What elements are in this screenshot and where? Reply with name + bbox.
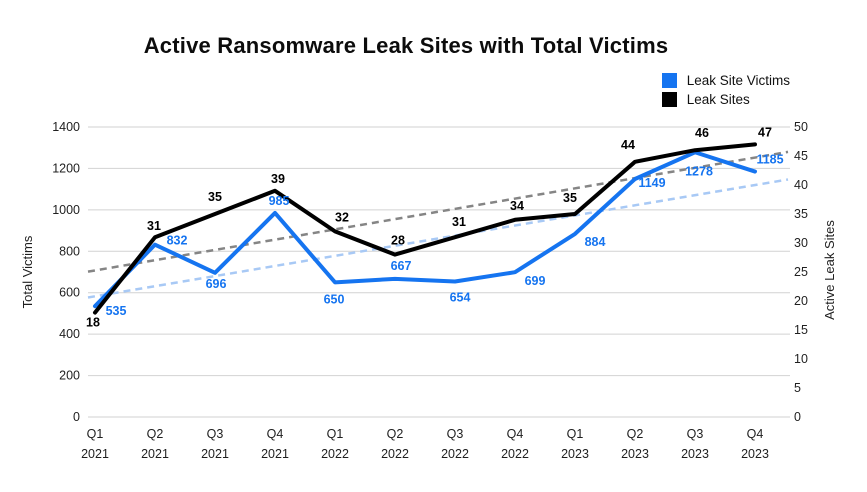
data-label-leak-site-victims: 985: [269, 194, 290, 208]
y-axis-left-tick-label: 1200: [52, 161, 80, 175]
y-axis-left-tick-label: 600: [59, 286, 80, 300]
y-axis-left-tick-label: 1400: [52, 120, 80, 134]
x-axis-tick-label-year: 2022: [321, 447, 349, 461]
x-axis-tick-label-year: 2022: [381, 447, 409, 461]
series-line-leak-sites: [93, 142, 757, 315]
data-label-leak-site-victims: 667: [391, 259, 412, 273]
y-axis-right-tick-label: 20: [794, 294, 808, 308]
y-axis-right-tick-label: 10: [794, 352, 808, 366]
data-label-leak-sites: 44: [621, 138, 635, 152]
x-axis-tick-label-quarter: Q3: [687, 427, 704, 441]
x-axis-tick-label-year: 2023: [681, 447, 709, 461]
y-axis-right-tick-label: 50: [794, 120, 808, 134]
x-axis-tick-label-quarter: Q3: [207, 427, 224, 441]
data-label-leak-sites: 18: [86, 316, 100, 330]
y-axis-left-tick-label: 800: [59, 244, 80, 258]
x-axis-tick-label-year: 2021: [261, 447, 289, 461]
data-label-leak-sites: 31: [452, 215, 466, 229]
x-axis-tick-label-quarter: Q1: [567, 427, 584, 441]
data-label-leak-site-victims: 654: [450, 291, 471, 305]
x-axis-tick-label-year: 2022: [501, 447, 529, 461]
x-axis-tick-label-year: 2023: [621, 447, 649, 461]
data-label-leak-sites: 31: [147, 219, 161, 233]
y-axis-right-tick-label: 0: [794, 410, 801, 424]
x-axis-tick-label-quarter: Q4: [747, 427, 764, 441]
data-label-leak-sites: 39: [271, 172, 285, 186]
x-axis-tick-label-year: 2022: [441, 447, 469, 461]
x-axis-tick-label-quarter: Q2: [387, 427, 404, 441]
data-label-leak-site-victims: 650: [324, 292, 345, 306]
x-axis-tick-label-quarter: Q1: [87, 427, 104, 441]
y-axis-left-tick-label: 0: [73, 410, 80, 424]
y-axis-left-tick-label: 200: [59, 369, 80, 383]
data-label-leak-sites: 35: [208, 190, 222, 204]
y-axis-right-tick-label: 5: [794, 381, 801, 395]
y-axis-right-tick-label: 30: [794, 236, 808, 250]
trendline-leak-site-victims: [87, 178, 789, 299]
legend-swatch-victims: [661, 73, 677, 88]
y-axis-right-tick-label: 35: [794, 207, 808, 221]
legend-item-sites: Leak Sites: [661, 92, 790, 107]
x-axis-tick-label-quarter: Q4: [507, 427, 524, 441]
data-label-leak-site-victims: 699: [525, 274, 546, 288]
x-axis-tick-label-year: 2021: [201, 447, 229, 461]
y-axis-right-title: Active Leak Sites: [822, 220, 837, 320]
data-label-leak-site-victims: 1185: [756, 153, 783, 167]
data-label-leak-sites: 46: [695, 126, 709, 140]
x-axis-tick-label-year: 2021: [81, 447, 109, 461]
x-axis-tick-label-year: 2023: [741, 447, 769, 461]
data-label-leak-site-victims: 1149: [638, 176, 665, 190]
x-axis-tick-label-year: 2023: [561, 447, 589, 461]
data-label-leak-site-victims: 1278: [685, 164, 713, 178]
y-axis-left-tick-label: 400: [59, 327, 80, 341]
data-label-leak-sites: 34: [510, 199, 524, 213]
legend-label-sites: Leak Sites: [686, 92, 750, 107]
data-label-leak-sites: 28: [391, 234, 405, 248]
data-label-leak-sites: 32: [335, 210, 349, 224]
legend-swatch-sites: [661, 92, 677, 107]
data-label-leak-site-victims: 696: [206, 277, 227, 291]
y-axis-right-tick-label: 25: [794, 265, 808, 279]
x-axis-tick-label-quarter: Q1: [327, 427, 344, 441]
legend-item-victims: Leak Site Victims: [661, 73, 790, 88]
x-axis-tick-label-quarter: Q4: [267, 427, 284, 441]
chart-title: Active Ransomware Leak Sites with Total …: [143, 33, 669, 58]
y-axis-right-tick-label: 15: [794, 323, 808, 337]
data-label-leak-site-victims: 832: [167, 234, 188, 248]
legend-label-victims: Leak Site Victims: [686, 73, 790, 88]
x-axis-tick-label-quarter: Q2: [147, 427, 164, 441]
data-label-leak-site-victims: 884: [585, 235, 606, 249]
data-label-leak-sites: 35: [563, 191, 577, 205]
data-label-leak-site-victims: 535: [106, 304, 127, 318]
legend: Leak Site Victims Leak Sites: [661, 73, 790, 107]
x-axis-tick-label-quarter: Q3: [447, 427, 464, 441]
y-axis-left-title: Total Victims: [20, 235, 35, 308]
series-line-leak-site-victims: [93, 150, 757, 309]
x-axis-tick-label-year: 2021: [141, 447, 169, 461]
y-axis-right-tick-label: 45: [794, 149, 808, 163]
y-axis-left-tick-label: 1000: [52, 203, 80, 217]
y-axis-right-tick-label: 40: [794, 178, 808, 192]
data-label-leak-sites: 47: [758, 125, 772, 139]
x-axis-tick-label-quarter: Q2: [627, 427, 644, 441]
trendline-leak-sites: [87, 150, 789, 273]
